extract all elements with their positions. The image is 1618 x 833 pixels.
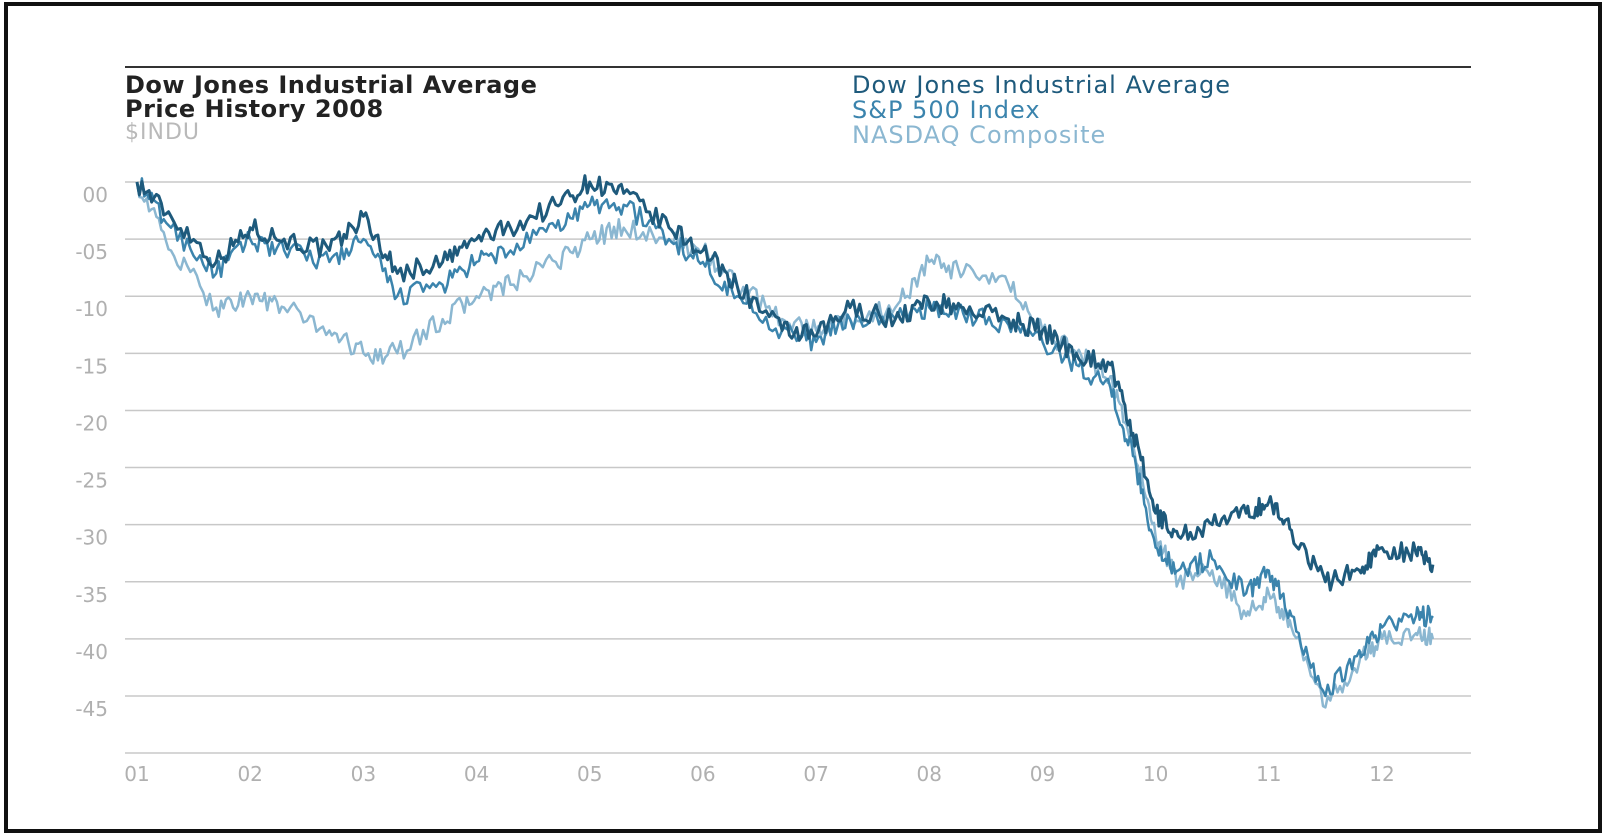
chart-ticker: $INDU — [125, 120, 200, 145]
x-tick-label: 02 — [237, 762, 262, 786]
y-tick-label: -45 — [75, 697, 108, 721]
x-tick-label: 07 — [803, 762, 828, 786]
y-tick-label: -30 — [75, 526, 108, 550]
x-tick-label: 11 — [1256, 762, 1281, 786]
legend-item-dow: Dow Jones Industrial Average — [852, 71, 1232, 99]
legend-item-nasdaq: NASDAQ Composite — [852, 121, 1107, 149]
x-tick-label: 09 — [1030, 762, 1055, 786]
x-tick-label: 12 — [1369, 762, 1394, 786]
y-tick-label: 00 — [83, 183, 108, 207]
x-tick-label: 08 — [917, 762, 942, 786]
x-tick-label: 04 — [464, 762, 489, 786]
y-tick-label: -35 — [75, 583, 108, 607]
y-tick-label: -40 — [75, 640, 108, 664]
x-tick-label: 05 — [577, 762, 602, 786]
chart-subtitle: Price History 2008 — [125, 95, 384, 123]
y-tick-label: -15 — [75, 354, 108, 378]
series-line-0 — [135, 174, 1435, 592]
legend: Dow Jones Industrial Average S&P 500 Ind… — [852, 73, 1231, 148]
x-tick-label: 06 — [690, 762, 715, 786]
legend-item-sp500: S&P 500 Index — [852, 96, 1041, 124]
y-tick-label: -20 — [75, 411, 108, 435]
x-tick-label: 10 — [1143, 762, 1168, 786]
chart-title: Dow Jones Industrial Average — [125, 71, 538, 99]
x-tick-label: 01 — [124, 762, 149, 786]
header-rule — [125, 66, 1471, 68]
y-tick-label: -05 — [75, 240, 108, 264]
series-line-1 — [135, 177, 1434, 698]
y-tick-label: -10 — [75, 297, 108, 321]
y-tick-label: -25 — [75, 469, 108, 493]
chart-frame — [4, 2, 1602, 833]
title-block: Dow Jones Industrial Average Price Histo… — [125, 73, 537, 145]
x-tick-label: 03 — [351, 762, 376, 786]
